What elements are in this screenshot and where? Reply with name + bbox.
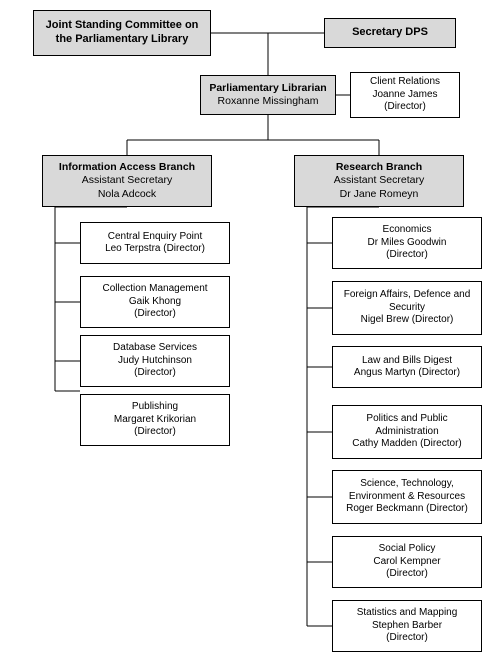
info-branch-person: Nola Adcock [98, 188, 156, 201]
research-unit-5-person: Carol Kempner [373, 556, 440, 569]
info-unit-3: Publishing Margaret Krikorian (Director) [80, 394, 230, 446]
client-relations-person: Joanne James [372, 89, 437, 102]
research-branch-person: Dr Jane Romeyn [340, 188, 419, 201]
research-unit-0-title: Economics [383, 224, 432, 237]
research-unit-4-person: Roger Beckmann (Director) [346, 503, 468, 516]
research-unit-3-person: Cathy Madden (Director) [352, 438, 461, 451]
info-unit-3-role: (Director) [134, 426, 176, 439]
research-unit-6-title: Statistics and Mapping [357, 607, 458, 620]
research-unit-5-title: Social Policy [379, 543, 436, 556]
research-unit-5: Social Policy Carol Kempner (Director) [332, 536, 482, 588]
committee-title: Joint Standing Committee on the Parliame… [38, 19, 206, 47]
info-unit-2-title: Database Services [113, 342, 197, 355]
info-unit-1: Collection Management Gaik Khong (Direct… [80, 276, 230, 328]
librarian-title: Parliamentary Librarian [209, 82, 326, 95]
research-unit-2-person: Angus Martyn (Director) [354, 367, 460, 380]
info-branch-title: Information Access Branch [59, 161, 195, 174]
info-unit-1-title: Collection Management [102, 283, 207, 296]
secretary-box: Secretary DPS [324, 18, 456, 48]
research-branch-title: Research Branch [336, 161, 422, 174]
info-unit-0: Central Enquiry Point Leo Terpstra (Dire… [80, 222, 230, 264]
research-unit-2: Law and Bills Digest Angus Martyn (Direc… [332, 346, 482, 388]
research-branch-box: Research Branch Assistant Secretary Dr J… [294, 155, 464, 207]
client-relations-box: Client Relations Joanne James (Director) [350, 72, 460, 118]
research-unit-6: Statistics and Mapping Stephen Barber (D… [332, 600, 482, 652]
research-branch-subtitle: Assistant Secretary [334, 174, 424, 187]
info-branch-subtitle: Assistant Secretary [82, 174, 172, 187]
info-unit-1-person: Gaik Khong [129, 296, 181, 309]
research-unit-0: Economics Dr Miles Goodwin (Director) [332, 217, 482, 269]
research-unit-6-person: Stephen Barber [372, 620, 442, 633]
research-unit-0-role: (Director) [386, 249, 428, 262]
client-relations-role: (Director) [384, 101, 426, 114]
research-unit-4: Science, Technology, Environment & Resou… [332, 470, 482, 524]
research-unit-3-title: Politics and Public Administration [337, 413, 477, 438]
research-unit-2-title: Law and Bills Digest [362, 355, 452, 368]
client-relations-title: Client Relations [370, 76, 440, 89]
librarian-person: Roxanne Missingham [218, 95, 319, 108]
research-unit-1-title: Foreign Affairs, Defence and Security [337, 289, 477, 314]
research-unit-0-person: Dr Miles Goodwin [368, 237, 447, 250]
committee-box: Joint Standing Committee on the Parliame… [33, 10, 211, 56]
info-unit-3-title: Publishing [132, 401, 178, 414]
research-unit-4-title: Science, Technology, Environment & Resou… [337, 478, 477, 503]
research-unit-5-role: (Director) [386, 568, 428, 581]
librarian-box: Parliamentary Librarian Roxanne Missingh… [200, 75, 336, 115]
research-unit-6-role: (Director) [386, 632, 428, 645]
research-unit-1-person: Nigel Brew (Director) [361, 314, 454, 327]
info-unit-0-title: Central Enquiry Point [108, 231, 203, 244]
info-unit-2-person: Judy Hutchinson [118, 355, 192, 368]
research-unit-1: Foreign Affairs, Defence and Security Ni… [332, 281, 482, 335]
info-unit-3-person: Margaret Krikorian [114, 414, 196, 427]
info-unit-2-role: (Director) [134, 367, 176, 380]
info-branch-box: Information Access Branch Assistant Secr… [42, 155, 212, 207]
secretary-title: Secretary DPS [352, 26, 428, 40]
info-unit-2: Database Services Judy Hutchinson (Direc… [80, 335, 230, 387]
info-unit-0-person: Leo Terpstra (Director) [105, 243, 205, 256]
info-unit-1-role: (Director) [134, 308, 176, 321]
research-unit-3: Politics and Public Administration Cathy… [332, 405, 482, 459]
